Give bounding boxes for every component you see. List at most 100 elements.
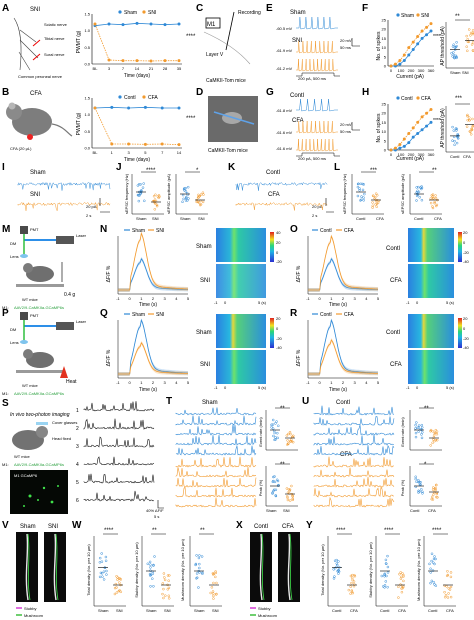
scatter-u <box>409 407 442 507</box>
data-point <box>466 49 469 53</box>
colorbar-tick: 20 <box>276 240 281 245</box>
model-label: SNI <box>30 7 40 13</box>
category-label: CFA <box>463 154 471 159</box>
mice-label: WT mice <box>22 297 38 302</box>
panel-h: H No. of spikes Current (pA) **** Contl … <box>362 87 471 162</box>
sham-label: Sham <box>30 170 46 176</box>
common-peroneal-label: Common peroneal nerve <box>18 74 63 79</box>
data-point <box>431 569 435 572</box>
panel-n: N ΔF/F % Time (s) Sham SNI Sham SNI -1 0… <box>100 224 267 308</box>
virus-label: AAV2/9-CaMKIIa-GCaMP6s <box>14 305 64 310</box>
x-tick-label: 3 <box>108 66 111 71</box>
data-point <box>121 23 125 27</box>
x-tick-label: 4 <box>365 296 368 301</box>
image-label: M1 GCaMP6 <box>14 473 38 478</box>
y-axis-label: sEPSC frequency (Hz) <box>124 173 129 214</box>
data-point <box>362 196 365 199</box>
chart-f: 0 100 200 300 360 0 5 10 15 20 25 <box>382 18 436 74</box>
legend: Sham SNI <box>118 10 156 16</box>
data-point <box>398 142 402 146</box>
data-point <box>288 499 292 502</box>
x-axis-label: Time (days) <box>124 157 151 163</box>
data-point <box>373 196 377 199</box>
spike-trace <box>296 138 338 152</box>
data-point <box>272 434 275 438</box>
dm-label: DM <box>10 241 16 246</box>
x-tick-label: 200 <box>408 68 415 73</box>
data-point <box>420 128 424 132</box>
data-point <box>349 585 352 588</box>
colorbar <box>270 318 274 348</box>
calcium-trace <box>175 445 257 456</box>
data-point <box>291 440 295 444</box>
category-label: CFA <box>428 508 436 513</box>
legend-label: SNI <box>156 312 164 318</box>
data-point <box>201 200 205 204</box>
data-point <box>274 488 278 492</box>
data-point <box>420 436 424 440</box>
data-point <box>337 569 340 572</box>
scatter-y <box>327 533 456 607</box>
category-label: Sham <box>136 216 147 221</box>
data-point <box>456 136 460 139</box>
panel-letter: R <box>290 308 298 319</box>
data-point <box>443 595 447 599</box>
mouse-icon <box>6 102 73 140</box>
data-point <box>177 106 181 110</box>
x-axis-label: Time (s) <box>139 302 157 308</box>
data-point <box>198 203 202 207</box>
legend-label: SNI <box>156 228 164 234</box>
data-point <box>195 200 198 204</box>
data-point <box>469 34 472 37</box>
data-point <box>469 31 473 35</box>
mean-response-line <box>118 342 189 375</box>
data-point <box>215 581 218 585</box>
panel-letter: D <box>196 87 203 98</box>
data-point <box>453 46 457 49</box>
data-point <box>469 130 472 133</box>
data-point <box>164 594 167 597</box>
x-tick-label: 0 <box>390 152 393 157</box>
data-point <box>291 497 294 501</box>
calcium-trace <box>83 456 155 466</box>
data-point <box>288 430 292 434</box>
data-point <box>434 194 437 197</box>
significance: ** <box>152 528 157 534</box>
colorbar-tick: 0 <box>463 326 466 331</box>
data-point <box>200 555 204 558</box>
vm-value: -61.6 mV <box>276 146 293 151</box>
sham-label: Sham <box>290 10 306 16</box>
x-tick-label: 7 <box>122 66 125 71</box>
x-tick-label: 5 <box>144 150 147 155</box>
scale-label: 40% ΔF/F <box>146 508 164 513</box>
data-point <box>141 186 145 189</box>
data-point <box>100 572 104 575</box>
data-point <box>271 492 274 495</box>
data-point <box>428 562 431 566</box>
scale-mv: 20 mV <box>340 38 352 43</box>
traces-g <box>296 98 360 157</box>
data-point <box>431 441 434 445</box>
data-point <box>137 194 140 197</box>
data-point <box>276 436 279 440</box>
data-point <box>199 193 203 196</box>
data-point <box>431 498 435 501</box>
data-point <box>401 586 404 590</box>
data-point <box>356 185 360 189</box>
data-point <box>98 556 102 560</box>
data-point <box>430 559 433 563</box>
panel-letter: J <box>116 162 122 173</box>
category-label: CFA <box>376 216 384 221</box>
data-point <box>452 43 455 46</box>
sciatic-nerve-schematic-icon <box>13 17 41 71</box>
y-axis-label: AP threshold (pA) <box>440 26 446 66</box>
data-point <box>107 22 111 26</box>
data-point <box>389 148 393 152</box>
data-point <box>431 488 435 491</box>
y-axis-label: Mushroom density (No. per 10 μm) <box>416 538 421 601</box>
data-point <box>416 42 420 46</box>
data-point <box>420 488 423 491</box>
panel-letter: G <box>266 87 274 98</box>
heatmap-tick: 5 (s) <box>258 300 267 305</box>
data-point <box>135 59 139 63</box>
